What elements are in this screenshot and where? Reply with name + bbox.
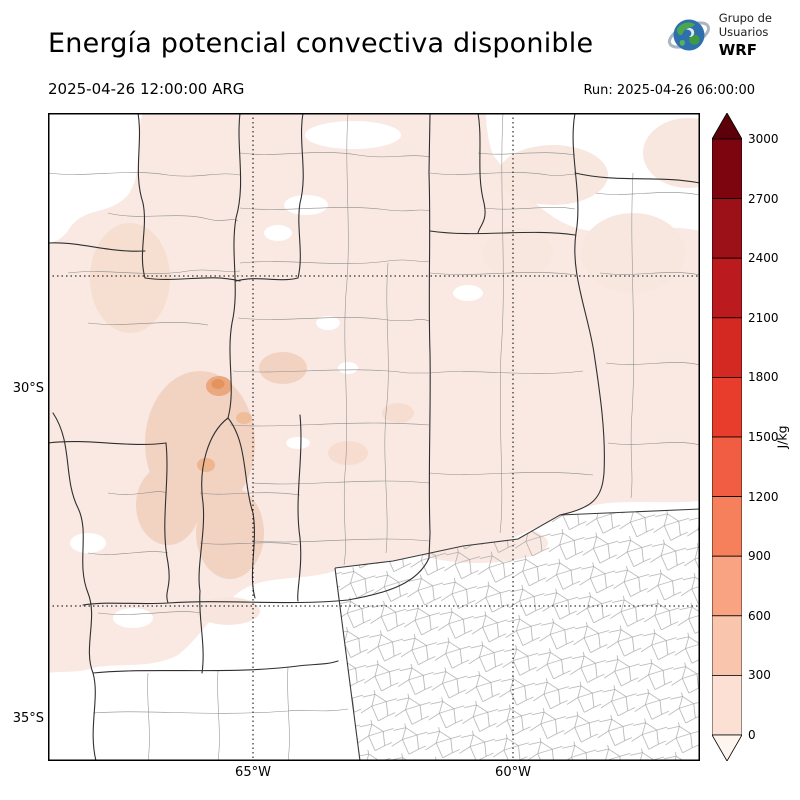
map-frame	[48, 113, 700, 761]
colorbar-segment	[712, 317, 742, 378]
colorbar-segment	[712, 675, 742, 736]
colorbar-tick-600: 600	[748, 609, 771, 623]
province-borders	[48, 113, 700, 761]
cape-shading-mid-high	[90, 223, 414, 579]
department-borders	[48, 113, 700, 761]
colorbar-tick-1200: 1200	[748, 490, 779, 504]
globe-icon	[667, 19, 710, 51]
map-area: 30°S 35°S 65°W 60°W	[13, 113, 700, 780]
colorbar-tick-2700: 2700	[748, 192, 779, 206]
colorbar-scale	[712, 113, 742, 761]
colorbar-segment	[712, 615, 742, 676]
colorbar-segment	[712, 257, 742, 319]
colorbar-segment	[712, 198, 742, 259]
valid-time-label: 2025-04-26 12:00:00 ARG	[48, 80, 245, 98]
colorbar: 3000 2700 2400 2100 1800 1500 1200 900 6…	[712, 113, 800, 761]
colorbar-tick-900: 900	[748, 549, 771, 563]
lon-tick-60w: 60°W	[495, 765, 531, 780]
colorbar-segment	[712, 376, 742, 438]
colorbar-tick-1500: 1500	[748, 430, 779, 444]
lat-tick-35s: 35°S	[12, 711, 44, 726]
colorbar-segment	[712, 496, 742, 557]
colorbar-tick-0: 0	[748, 728, 756, 742]
colorbar-segment	[712, 436, 742, 497]
colorbar-tick-2100: 2100	[748, 311, 779, 325]
wrf-logo: Grupo de Usuarios WRF	[666, 11, 772, 59]
colorbar-segment	[712, 138, 742, 199]
colorbar-tick-2400: 2400	[748, 251, 779, 265]
colorbar-unit-label: J/kg	[774, 425, 790, 449]
gridlines	[48, 113, 700, 761]
colorbar-over-arrow	[712, 113, 742, 140]
colorbar-segment	[712, 555, 742, 617]
colorbar-under-arrow	[712, 734, 742, 761]
colorbar-tick-300: 300	[748, 668, 771, 682]
logo-text: Grupo de Usuarios WRF	[718, 11, 772, 59]
cape-map	[48, 113, 700, 761]
colorbar-tick-1800: 1800	[748, 370, 779, 384]
logo-line-2: Usuarios	[718, 24, 769, 39]
run-time-label: Run: 2025-04-26 06:00:00	[583, 83, 755, 98]
logo-wrf: WRF	[718, 40, 758, 59]
logo-line-1: Grupo de	[718, 11, 772, 25]
lon-tick-65w: 65°W	[235, 765, 271, 780]
colorbar-tick-3000: 3000	[748, 132, 779, 146]
lat-tick-30s: 30°S	[12, 381, 44, 396]
page-title: Energía potencial convectiva disponible	[48, 28, 594, 59]
